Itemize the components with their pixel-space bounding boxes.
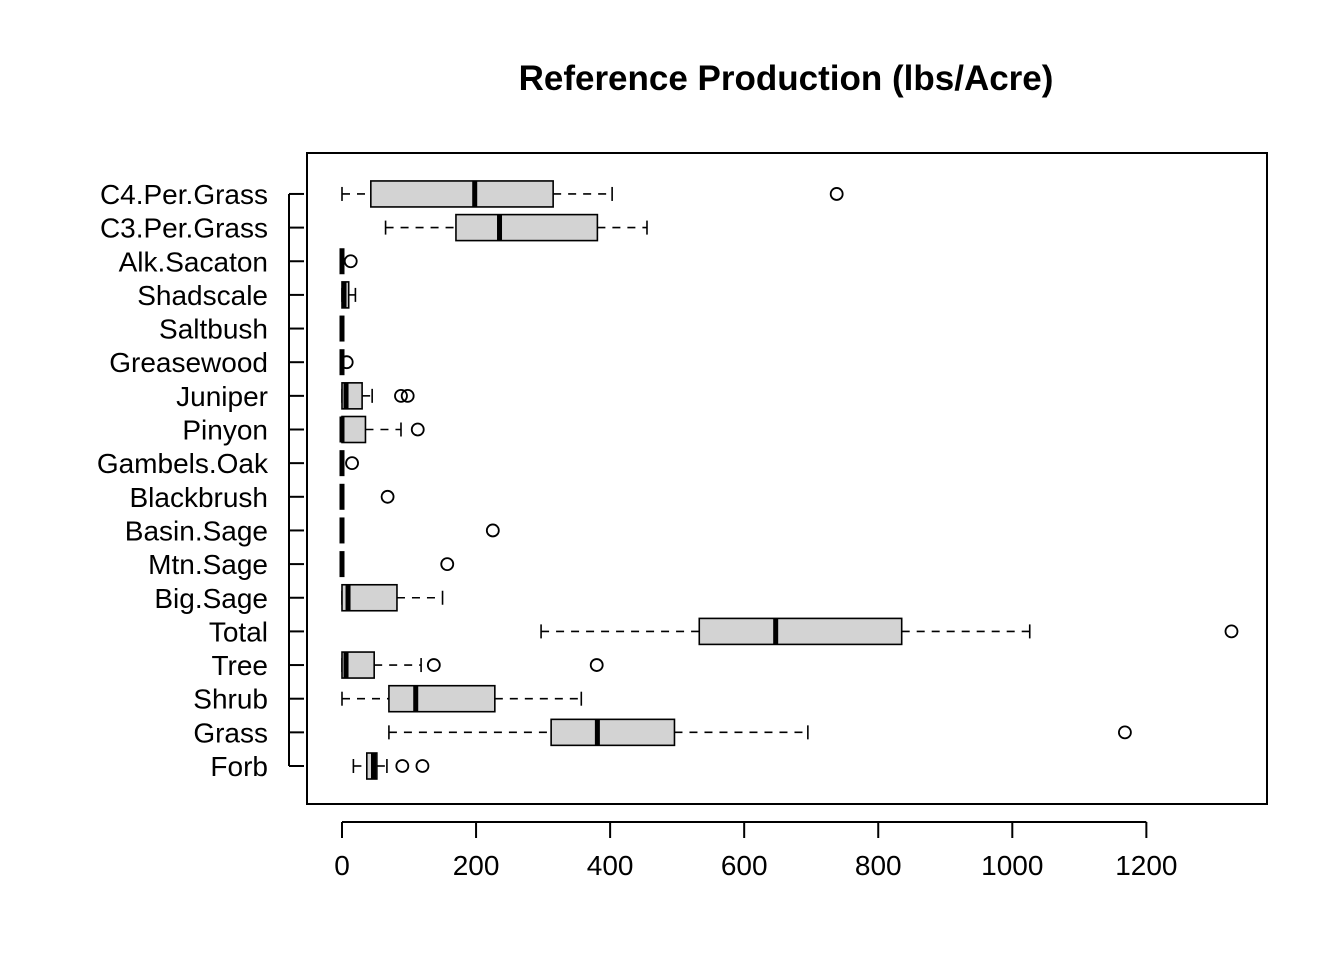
chart-title: Reference Production (lbs/Acre) (519, 59, 1054, 98)
y-tick-label: C3.Per.Grass (100, 213, 268, 244)
outlier-point (345, 456, 359, 471)
y-tick-label: Tree (211, 650, 268, 681)
box-c3-per-grass (384, 213, 648, 242)
y-tick-label: Mtn.Sage (148, 549, 268, 580)
box-blackbrush (339, 483, 395, 510)
y-tick-label: C4.Per.Grass (100, 179, 268, 210)
box-basin-sage (339, 517, 500, 544)
plot-frame (306, 152, 1268, 805)
box-greasewood (339, 349, 354, 376)
box-iqr (550, 718, 676, 747)
outlier-point (394, 388, 408, 403)
outlier-point (410, 422, 425, 437)
y-tick-label: Forb (210, 751, 268, 782)
y-tick-label: Big.Sage (154, 583, 268, 614)
x-tick-label: 1200 (1115, 850, 1177, 881)
box-forb (352, 752, 430, 780)
box-iqr (388, 684, 496, 713)
outlier-point (440, 557, 455, 571)
y-tick-label: Grass (193, 717, 268, 748)
y-tick-label: Shrub (193, 684, 268, 715)
box-iqr (341, 415, 367, 444)
outlier-point (589, 658, 604, 672)
box-iqr (698, 617, 903, 646)
outlier-point (1118, 725, 1132, 740)
box-shadscale (341, 281, 357, 309)
y-axis: ForbGrassShrubTreeTotalBig.SageMtn.SageB… (97, 179, 304, 782)
outlier-point (426, 658, 441, 672)
box-tree (341, 651, 604, 679)
y-tick-label: Basin.Sage (125, 515, 268, 546)
x-axis: 0 200 400 600 800 1000 1200 (334, 821, 1178, 881)
box-iqr (455, 213, 599, 242)
outlier-point (400, 388, 415, 403)
outlier-point (380, 489, 395, 504)
y-tick-label: Saltbush (159, 314, 268, 345)
box-big-sage (341, 583, 444, 612)
x-tick-label: 0 (334, 850, 350, 881)
x-tick-label: 800 (855, 850, 902, 881)
outlier-point (343, 254, 358, 269)
boxes-group (339, 180, 1239, 780)
outlier-point (485, 523, 500, 538)
y-tick-label: Greasewood (109, 347, 268, 378)
y-tick-label: Total (209, 616, 268, 647)
box-alk-sacaton (339, 248, 358, 275)
y-tick-label: Pinyon (182, 415, 268, 446)
outlier-point (395, 759, 410, 773)
box-juniper (341, 382, 415, 410)
box-shrub (341, 684, 583, 713)
box-total (540, 617, 1239, 646)
x-tick-label: 400 (587, 850, 634, 881)
x-tick-label: 200 (453, 850, 500, 881)
y-tick-label: Alk.Sacaton (119, 246, 268, 277)
outlier-point (339, 355, 354, 370)
box-iqr (341, 583, 398, 612)
box-c4-per-grass (341, 180, 844, 208)
box-grass (388, 718, 1132, 747)
outlier-point (829, 187, 844, 201)
outlier-point (1224, 624, 1239, 639)
y-tick-label: Shadscale (137, 280, 268, 311)
y-tick-label: Blackbrush (129, 482, 268, 513)
x-tick-label: 1000 (981, 850, 1043, 881)
y-tick-label: Gambels.Oak (97, 448, 269, 479)
box-iqr (370, 180, 554, 208)
box-gambels-oak (339, 450, 359, 477)
y-tick-label: Juniper (176, 381, 268, 412)
x-tick-label: 600 (721, 850, 768, 881)
outlier-point (415, 759, 430, 773)
box-pinyon (339, 415, 425, 444)
box-mtn-sage (339, 551, 455, 578)
